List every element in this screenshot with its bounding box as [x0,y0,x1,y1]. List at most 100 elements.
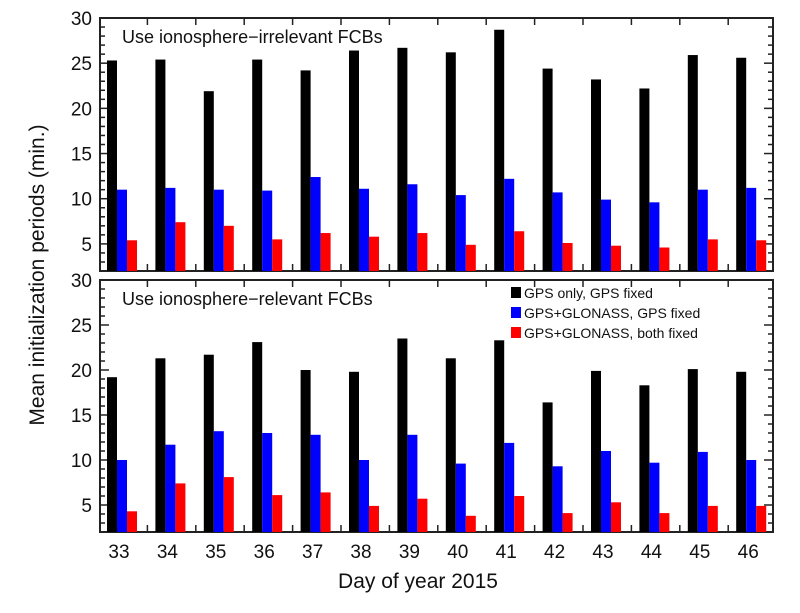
bar-gps-only [349,371,359,532]
bar-gps-only [542,68,553,271]
bar-glonass-gps-fixed [262,433,273,532]
bar-glonass-both-fixed [562,513,573,532]
bar-glonass-gps-fixed [601,199,611,271]
bar-glonass-both-fixed [272,495,283,532]
bar-glonass-both-fixed [175,483,186,532]
bar-glonass-both-fixed [465,515,476,532]
bar-glonass-gps-fixed [310,177,321,271]
bar-gps-only [687,55,698,271]
bar-gps-only [397,47,408,271]
x-tick-label: 36 [254,542,275,563]
bar-glonass-gps-fixed [165,187,176,271]
bar-glonass-both-fixed [611,245,621,271]
bar-glonass-both-fixed [175,222,186,271]
bar-gps-only [155,59,166,271]
x-tick-label: 41 [496,542,517,563]
bar-glonass-gps-fixed [455,463,466,532]
x-tick-label: 35 [205,542,226,563]
bar-gps-only [445,52,456,272]
bar-glonass-gps-fixed [697,189,708,271]
bar-gps-only [639,385,650,532]
x-tick-label: 46 [738,542,759,563]
bar-glonass-gps-fixed [649,202,660,271]
legend-label: GPS+GLONASS, GPS fixed [524,305,700,321]
bar-gps-only [203,91,214,271]
bar-gps-only [591,79,601,271]
x-tick-label: 43 [592,542,613,563]
bar-glonass-gps-fixed [649,462,660,532]
panel-title: Use ionosphere−relevant FCBs [122,289,373,309]
bar-gps-only [445,358,456,532]
legend-swatch [511,327,521,338]
x-tick-label: 33 [108,542,129,563]
x-tick-label: 45 [689,542,710,563]
bar-glonass-both-fixed [417,233,428,271]
bar-glonass-both-fixed [369,236,379,271]
bar-gps-only [252,59,263,271]
bar-glonass-gps-fixed [407,434,418,532]
bar-glonass-both-fixed [465,244,476,271]
bar-glonass-both-fixed [756,505,767,532]
y-tick-label: 30 [71,9,92,30]
bar-glonass-gps-fixed [601,451,611,532]
bar-glonass-gps-fixed [213,431,224,532]
bar-glonass-gps-fixed [407,184,418,271]
bar-glonass-gps-fixed [746,187,757,271]
bar-gps-only [639,88,650,271]
bar-glonass-both-fixed [659,247,670,271]
bar-glonass-both-fixed [562,242,573,271]
x-tick-label: 42 [544,542,565,563]
bar-glonass-both-fixed [223,477,234,532]
bar-glonass-both-fixed [514,496,525,532]
bar-gps-only [300,70,311,272]
bar-glonass-both-fixed [756,240,767,271]
bar-gps-only [203,354,214,532]
bar-glonass-both-fixed [320,233,331,271]
bar-glonass-gps-fixed [504,442,515,532]
bar-gps-only [591,370,601,532]
x-axis-label: Day of year 2015 [338,570,498,593]
bar-glonass-both-fixed [127,240,137,271]
bar-glonass-both-fixed [707,239,718,271]
bar-glonass-gps-fixed [504,178,515,271]
legend-label: GPS only, GPS fixed [524,285,653,301]
bar-glonass-both-fixed [514,231,525,271]
bar-gps-only [736,57,747,271]
x-tick-label: 38 [350,542,371,563]
legend-swatch [511,307,521,318]
y-tick-label: 20 [71,361,92,382]
x-tick-label: 40 [447,542,468,563]
x-tick-label: 44 [641,542,663,563]
bar-glonass-gps-fixed [359,460,369,532]
y-tick-label: 30 [71,271,92,292]
panel-frame [99,17,774,272]
legend-label: GPS+GLONASS, both fixed [524,325,698,341]
bar-glonass-gps-fixed [552,192,563,271]
bar-gps-only [155,358,166,532]
bar-gps-only [107,377,117,532]
bar-gps-only [107,60,117,271]
bar-glonass-gps-fixed [697,451,708,532]
bar-gps-only [494,29,505,271]
y-tick-label: 25 [71,54,92,75]
bar-gps-only [494,340,505,532]
bar-glonass-gps-fixed [117,189,127,271]
y-tick-label: 15 [71,145,92,166]
y-tick-label: 20 [71,99,92,120]
bar-glonass-both-fixed [417,498,428,532]
y-tick-label: 10 [71,190,92,211]
bar-glonass-gps-fixed [455,195,466,271]
bar-glonass-both-fixed [369,505,379,532]
bar-gps-only [736,371,747,532]
bar-glonass-both-fixed [707,505,718,532]
bar-glonass-both-fixed [223,225,234,271]
bar-glonass-both-fixed [272,239,283,271]
bar-gps-only [687,369,698,532]
y-tick-label: 5 [81,496,92,517]
y-axis-label: Mean initialization periods (min.) [26,124,49,425]
bar-gps-only [397,338,408,532]
bar-glonass-both-fixed [659,513,670,532]
bar-glonass-both-fixed [127,511,137,532]
x-tick-label: 39 [399,542,420,563]
